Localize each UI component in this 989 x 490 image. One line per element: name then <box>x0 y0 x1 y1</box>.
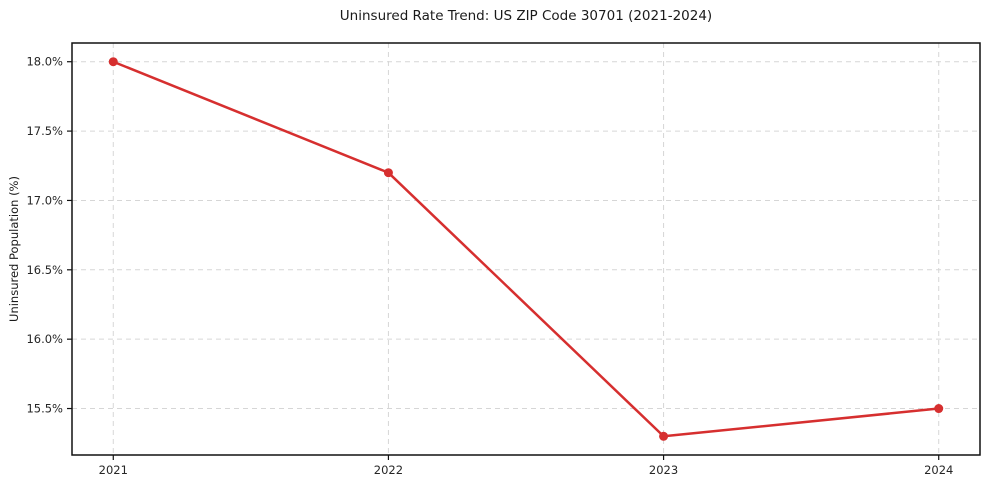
data-point-marker <box>659 431 669 441</box>
x-tick-label: 2022 <box>374 463 403 477</box>
grid-lines <box>72 43 980 455</box>
y-tick-label: 15.5% <box>26 402 63 416</box>
plot-frame <box>71 42 981 456</box>
data-point-marker <box>934 404 944 414</box>
y-tick-label: 18.0% <box>26 55 63 69</box>
series-line <box>112 60 940 438</box>
chart-title: Uninsured Rate Trend: US ZIP Code 30701 … <box>339 8 713 24</box>
x-tick-label: 2023 <box>649 463 678 477</box>
x-tick-label: 2024 <box>924 463 953 477</box>
axis-tick-labels: 15.5% 16.0% 16.5% 17.0% 17.5% 18.0% 2021 2022 20… <box>26 55 953 477</box>
data-point-marker <box>108 57 118 67</box>
y-tick-label: 17.0% <box>26 193 63 207</box>
y-tick-label: 17.5% <box>26 124 63 138</box>
x-tick-label: 2021 <box>99 463 128 477</box>
data-point-marker <box>383 168 393 178</box>
y-tick-label: 16.5% <box>26 263 63 277</box>
y-axis-label: Uninsured Population (%) <box>7 176 21 322</box>
axis-ticks <box>67 61 940 460</box>
y-tick-label: 16.0% <box>26 332 63 346</box>
